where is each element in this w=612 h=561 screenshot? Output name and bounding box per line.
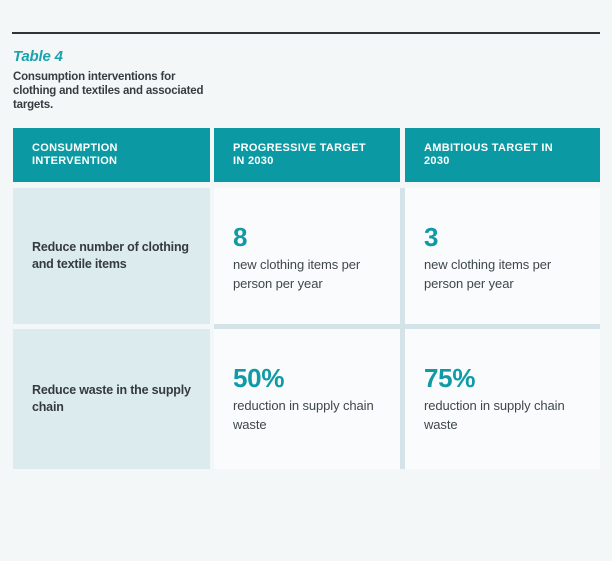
target-value: 50%: [233, 363, 285, 393]
column-header-label: AMBITIOUS TARGET IN 2030: [424, 142, 553, 167]
target-value: 3: [424, 222, 439, 252]
target-value: 8: [233, 222, 248, 252]
column-header-label: PROGRESSIVE TARGET IN 2030: [233, 142, 366, 167]
cell-ambitious-row2: 75% reduction in supply chain waste: [405, 329, 600, 469]
cell-progressive-row2: 50% reduction in supply chain waste: [214, 329, 400, 469]
target-description: new clothing items per person per year: [424, 257, 552, 291]
target-description: new clothing items per person per year: [233, 257, 361, 291]
table-caption: Consumption interventions for clothing a…: [13, 71, 204, 111]
column-header-ambitious-target: AMBITIOUS TARGET IN 2030: [405, 128, 600, 182]
cell-progressive-row1: 8 new clothing items per person per year: [214, 188, 400, 324]
column-header-consumption-intervention: CONSUMPTION INTERVENTION: [13, 128, 210, 182]
cell-ambitious-row1: 3 new clothing items per person per year: [405, 188, 600, 324]
target-value: 75%: [424, 363, 476, 393]
section-divider-rule: [12, 32, 600, 34]
target-description: reduction in supply chain waste: [424, 398, 565, 432]
column-header-label: CONSUMPTION INTERVENTION: [32, 142, 118, 167]
row-divider: [214, 324, 600, 329]
table-number-label: Table 4: [13, 48, 63, 65]
cell-intervention-row1: Reduce number of clothing and textile it…: [13, 188, 210, 324]
target-description: reduction in supply chain waste: [233, 398, 374, 432]
intervention-label: Reduce number of clothing and textile it…: [32, 240, 189, 271]
cell-intervention-row2: Reduce waste in the supply chain: [13, 329, 210, 469]
intervention-label: Reduce waste in the supply chain: [32, 383, 191, 414]
column-header-progressive-target: PROGRESSIVE TARGET IN 2030: [214, 128, 400, 182]
